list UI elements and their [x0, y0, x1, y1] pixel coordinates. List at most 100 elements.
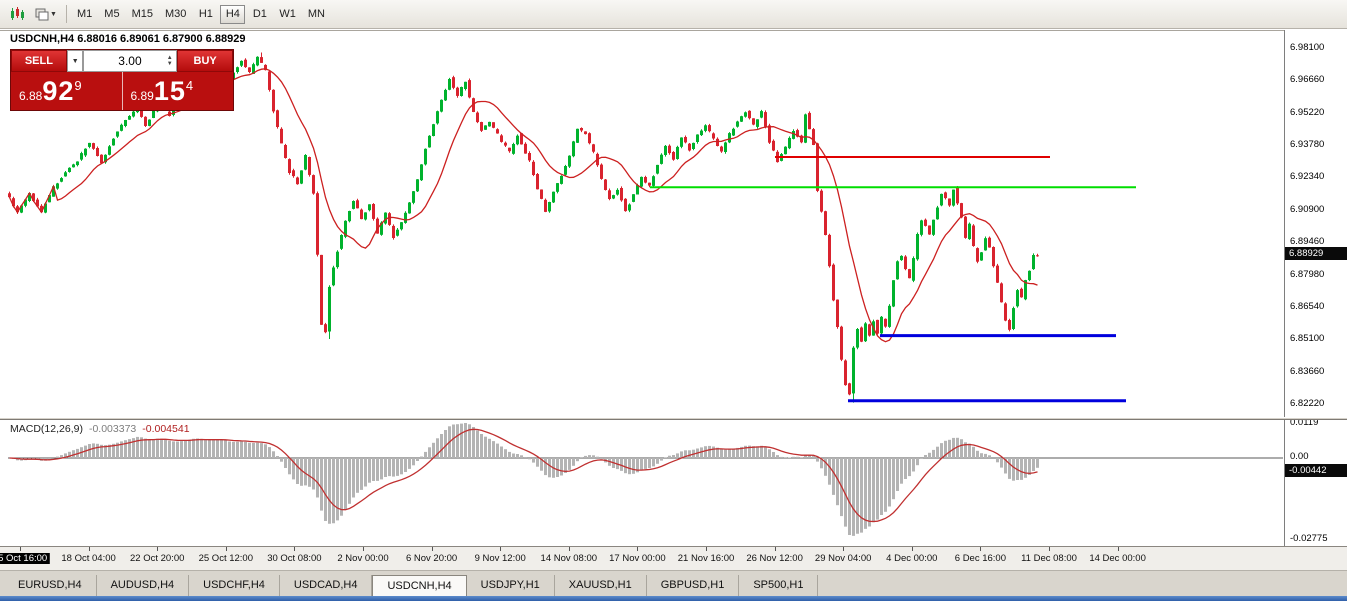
macd-signal-line [9, 428, 1038, 523]
price-axis-label: 6.96660 [1290, 74, 1325, 86]
tab-usdchf-h4[interactable]: USDCHF,H4 [189, 575, 280, 596]
time-axis-label: 6 Dec 16:00 [954, 553, 1007, 564]
new-chart-icon[interactable] [5, 4, 31, 25]
chart-tabs: EURUSD,H4 AUDUSD,H4 USDCHF,H4 USDCAD,H4 USDC… [0, 570, 1347, 597]
one-click-trading-panel: SELL ▼ 3.00 ▲ ▼ BUY 6.88929 6.89154 [10, 49, 234, 111]
tab-usdjpy-h1[interactable]: USDJPY,H1 [467, 575, 555, 596]
macd-value: -0.003373 [88, 423, 137, 435]
price-axis-label: 6.90900 [1290, 203, 1325, 215]
volume-input[interactable]: 3.00 ▲ ▼ [82, 50, 178, 72]
price-axis-label: 6.92340 [1290, 171, 1325, 183]
time-axis-label: 26 Nov 12:00 [746, 553, 803, 564]
candles-group [8, 52, 1039, 403]
sell-button[interactable]: SELL [11, 50, 67, 72]
current-price-badge: 6.88929 [1285, 247, 1347, 260]
price-axis-label: 6.93780 [1290, 139, 1325, 151]
time-axis-label: 30 Oct 08:00 [267, 553, 322, 564]
spinner-up-icon[interactable]: ▲ [166, 55, 173, 61]
tab-gbpusd-h1[interactable]: GBPUSD,H1 [647, 575, 740, 596]
time-axis-tick [1117, 547, 1119, 551]
candlestick-mini-icon [11, 7, 24, 20]
spinner-down-icon[interactable]: ▼ [166, 61, 173, 67]
timeframe-button-m1[interactable]: M1 [77, 8, 93, 20]
timeframe-button-d1[interactable]: D1 [252, 8, 267, 20]
time-axis-tick [157, 547, 159, 551]
time-axis-label: 22 Oct 20:00 [129, 553, 185, 564]
time-axis-tick [20, 547, 21, 551]
buy-price-big: 15 [153, 76, 186, 106]
chart-profiles-icon[interactable]: ▼ [33, 4, 59, 25]
time-axis[interactable]: 15 Oct 16:00 18 Oct 04:00 22 Oct 20:00 25 O… [0, 546, 1347, 570]
tab-eurusd-h4[interactable]: EURUSD,H4 [4, 575, 97, 596]
volume-dropdown-button[interactable]: ▼ [66, 50, 83, 72]
timeframe-toolbar: M1 M5 M15 M30 H1 H4 D1 W1 MN [72, 4, 330, 24]
panel-divider[interactable] [0, 417, 1347, 420]
time-axis-tick [294, 547, 296, 551]
top-toolbar: ▼ M1 M5 M15 M30 H1 H4 D1 W1 MN [0, 0, 1347, 29]
time-axis-tick [225, 547, 227, 551]
time-axis-label: 15 Oct 16:00 [0, 553, 51, 564]
time-axis-tick [637, 547, 639, 551]
time-axis-label: 4 Dec 00:00 [886, 553, 938, 564]
price-axis-label: 6.87980 [1290, 268, 1325, 280]
time-axis-label: 14 Dec 00:00 [1089, 553, 1146, 564]
time-axis-tick [706, 547, 707, 551]
time-axis-tick [843, 547, 845, 551]
price-axis-label: 6.82220 [1290, 397, 1325, 409]
tab-usdcnh-h4[interactable]: USDCNH,H4 [372, 575, 467, 597]
time-axis-label: 14 Nov 08:00 [540, 553, 598, 564]
timeframe-button-h1[interactable]: H1 [198, 8, 213, 20]
time-axis-tick [363, 547, 364, 551]
price-axis-label: 6.86540 [1290, 300, 1325, 312]
macd-name: MACD(12,26,9) [10, 423, 83, 435]
timeframe-button-h4[interactable]: H4 [220, 4, 246, 24]
time-axis-label: 17 Nov 00:00 [609, 553, 666, 564]
hlines-group [650, 156, 1136, 403]
macd-signal-value: -0.004541 [142, 423, 190, 435]
time-axis-label: 2 Nov 00:00 [337, 553, 389, 564]
tab-sp500-h1[interactable]: SP500,H1 [739, 575, 819, 596]
macd-axis-bottom-label: -0.02775 [1290, 533, 1328, 544]
time-axis-label: 11 Dec 08:00 [1021, 553, 1077, 564]
time-axis-tick [88, 547, 90, 551]
chevron-down-icon: ▼ [71, 57, 79, 65]
time-axis-label: 18 Oct 04:00 [61, 553, 116, 564]
tab-usdcad-h4[interactable]: USDCAD,H4 [280, 575, 373, 596]
tab-audusd-h4[interactable]: AUDUSD,H4 [97, 575, 190, 596]
time-axis-tick [980, 547, 982, 551]
sell-price-small: 6.88 [19, 89, 43, 103]
time-axis-tick [911, 547, 913, 551]
trade-panel-divider [121, 72, 123, 110]
price-axis-label: 6.95220 [1290, 106, 1325, 118]
macd-axis-zero-label: 0.00 [1290, 451, 1309, 462]
volume-spinner[interactable]: ▲ ▼ [164, 51, 175, 71]
macd-indicator-label: MACD(12,26,9) -0.003373 -0.004541 [10, 423, 190, 435]
buy-button[interactable]: BUY [177, 50, 233, 72]
time-axis-tick [774, 547, 776, 551]
time-axis-label: 6 Nov 20:00 [405, 553, 458, 564]
timeframe-button-mn[interactable]: MN [307, 8, 325, 20]
time-axis-tick [568, 547, 570, 551]
timeframe-button-m15[interactable]: M15 [131, 8, 153, 20]
macd-current-value-badge: -0.00442 [1285, 464, 1347, 477]
time-axis-tick [1049, 547, 1050, 551]
price-axis-label: 6.89460 [1290, 236, 1325, 248]
tab-xauusd-h1[interactable]: XAUUSD,H1 [555, 575, 647, 596]
timeframe-button-m30[interactable]: M30 [164, 8, 187, 20]
price-axis-label: 6.85100 [1290, 333, 1325, 345]
timeframe-button-w1[interactable]: W1 [279, 8, 296, 20]
buy-price-superscript: 4 [185, 78, 194, 93]
sell-price-display[interactable]: 6.88929 [11, 72, 122, 110]
timeframe-button-m5[interactable]: M5 [104, 8, 120, 20]
trade-panel-controls: SELL ▼ 3.00 ▲ ▼ BUY [11, 50, 233, 72]
price-axis[interactable]: 6.98100 6.96660 6.95220 6.93780 6.92340 6.909… [1284, 30, 1347, 570]
layers-icon [35, 8, 49, 20]
time-axis-tick [431, 547, 433, 551]
buy-price-display[interactable]: 6.89154 [123, 72, 234, 110]
chevron-down-icon: ▼ [50, 10, 57, 18]
time-axis-label: 25 Oct 12:00 [198, 553, 253, 564]
price-axis-label: 6.98100 [1290, 42, 1325, 53]
macd-axis-top-label: 0.0119 [1290, 417, 1319, 428]
